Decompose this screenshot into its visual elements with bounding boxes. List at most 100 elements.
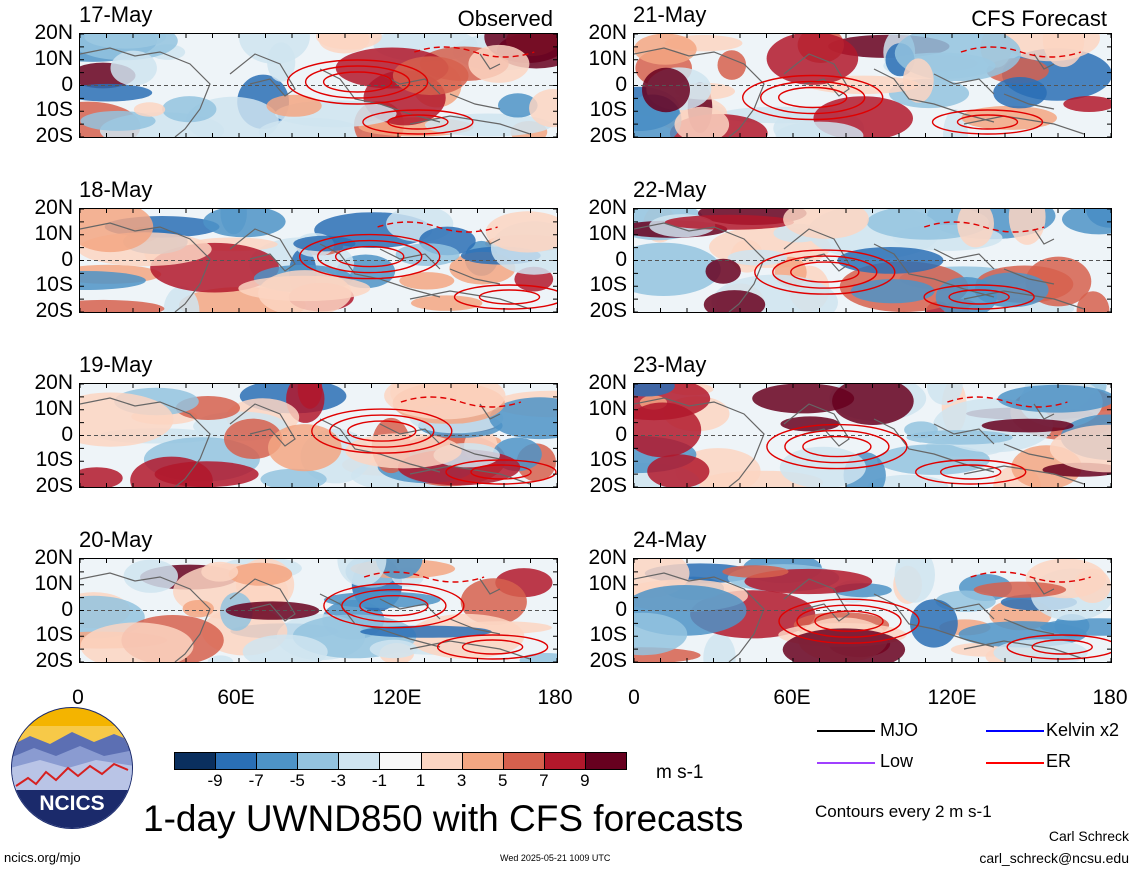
lat-label: 20S <box>35 299 73 322</box>
lat-label: 0 <box>61 247 73 271</box>
legend-kelvin-line <box>986 730 1044 732</box>
panel-date: 19-May <box>79 352 153 377</box>
lat-label: 20S <box>589 474 627 497</box>
lat-label: 20N <box>588 196 627 219</box>
lat-label: 10S <box>589 273 627 297</box>
lat-label: 10S <box>35 273 73 297</box>
colorbar-swatch <box>297 752 340 770</box>
lat-label: 20N <box>34 196 73 219</box>
colorbar-swatch <box>215 752 258 770</box>
legend-kelvin-label: Kelvin x2 <box>1046 720 1120 740</box>
colorbar-swatch <box>256 752 299 770</box>
author-email[interactable]: carl_schreck@ncsu.edu <box>979 850 1129 866</box>
panel-date: 21-May <box>633 2 707 27</box>
lon-label: 60E <box>773 686 811 709</box>
lon-label: 60E <box>217 686 255 709</box>
wind-anomaly-map <box>633 33 1112 138</box>
wind-anomaly-map <box>79 558 558 663</box>
lat-label: 10S <box>35 623 73 647</box>
lat-label: 20N <box>588 371 627 394</box>
legend-low-label: Low <box>880 751 914 771</box>
logo-text: NCICS <box>39 792 104 815</box>
colorbar-label: -5 <box>289 771 305 790</box>
colorbar-label: 9 <box>580 771 590 790</box>
colorbar-swatch <box>461 752 504 770</box>
lon-label: 0 <box>72 686 84 709</box>
footer-timestamp: Wed 2025-05-21 1009 UTC <box>500 853 611 863</box>
lat-label: 10S <box>589 98 627 122</box>
panel-date: 22-May <box>633 177 707 202</box>
chart-title: 1-day UWND850 with CFS forecasts <box>143 798 744 839</box>
lat-label: 10N <box>588 46 627 70</box>
colorbar-label: -3 <box>330 771 346 790</box>
colorbar-swatch <box>338 752 381 770</box>
colorbar-swatch <box>379 752 422 770</box>
lat-label: 20S <box>35 124 73 147</box>
wind-anomaly-map <box>633 558 1112 663</box>
ncics-logo: NCICS <box>10 706 134 830</box>
lat-label: 10N <box>34 46 73 70</box>
colorbar-label: 3 <box>456 771 467 790</box>
lat-label: 0 <box>61 597 73 621</box>
legend-er-line <box>986 762 1044 764</box>
lat-label: 10S <box>35 98 73 122</box>
wind-anomaly-map <box>79 383 558 488</box>
lon-label: 0 <box>628 686 640 709</box>
colorbar-label: -9 <box>207 771 223 790</box>
lat-label: 0 <box>615 247 627 271</box>
lat-label: 20S <box>589 649 627 672</box>
wind-anomaly-map <box>633 208 1112 313</box>
footer-url[interactable]: ncics.org/mjo <box>4 850 81 865</box>
lat-label: 0 <box>61 72 73 96</box>
colorbar-label: 5 <box>497 771 508 790</box>
colorbar-swatch <box>543 752 586 770</box>
lat-label: 0 <box>61 422 73 446</box>
panel-date: 20-May <box>79 527 153 552</box>
panel-source-tag: Observed <box>457 6 553 31</box>
lat-label: 10N <box>588 221 627 245</box>
colorbar-units: m s-1 <box>656 762 704 783</box>
lat-label: 20S <box>589 299 627 322</box>
colorbar-swatch <box>420 752 463 770</box>
wind-anomaly-map <box>79 33 558 138</box>
lat-label: 20S <box>35 649 73 672</box>
colorbar-swatch <box>502 752 545 770</box>
lat-label: 0 <box>615 72 627 96</box>
colorbar-label: -7 <box>248 771 264 790</box>
colorbar-label: 1 <box>415 771 426 790</box>
colorbar-swatch <box>174 752 217 770</box>
colorbar-label: 7 <box>539 771 549 790</box>
lat-label: 20N <box>588 21 627 44</box>
panel-date: 18-May <box>79 177 153 202</box>
lat-label: 10N <box>588 571 627 595</box>
panel-date: 24-May <box>633 527 707 552</box>
lat-label: 20N <box>588 546 627 569</box>
panel-date: 23-May <box>633 352 707 377</box>
lat-label: 10N <box>34 221 73 245</box>
wind-anomaly-map <box>633 383 1112 488</box>
legend-low-line <box>817 762 875 764</box>
lat-label: 10S <box>589 448 627 472</box>
lon-label: 120E <box>927 686 977 709</box>
lat-label: 10N <box>34 571 73 595</box>
colorbar-swatch <box>584 752 627 770</box>
wind-anomaly-map <box>79 208 558 313</box>
lat-label: 20N <box>34 371 73 394</box>
lat-label: 20N <box>34 546 73 569</box>
lon-label: 120E <box>372 686 422 709</box>
lat-label: 10S <box>589 623 627 647</box>
panel-source-tag: CFS Forecast <box>971 6 1107 31</box>
lat-label: 20S <box>589 124 627 147</box>
lat-label: 20S <box>35 474 73 497</box>
lon-label: 180 <box>1092 686 1128 709</box>
panel-date: 17-May <box>79 2 153 27</box>
author-name: Carl Schreck <box>1048 828 1129 844</box>
legend-er-label: ER <box>1046 751 1072 771</box>
contour-note: Contours every 2 m s-1 <box>815 802 992 821</box>
legend-mjo-line <box>817 730 875 732</box>
lat-label: 0 <box>615 422 627 446</box>
colorbar-label: -1 <box>371 771 388 790</box>
legend-mjo-label: MJO <box>880 720 918 740</box>
lat-label: 0 <box>615 597 627 621</box>
lon-label: 180 <box>537 686 573 709</box>
